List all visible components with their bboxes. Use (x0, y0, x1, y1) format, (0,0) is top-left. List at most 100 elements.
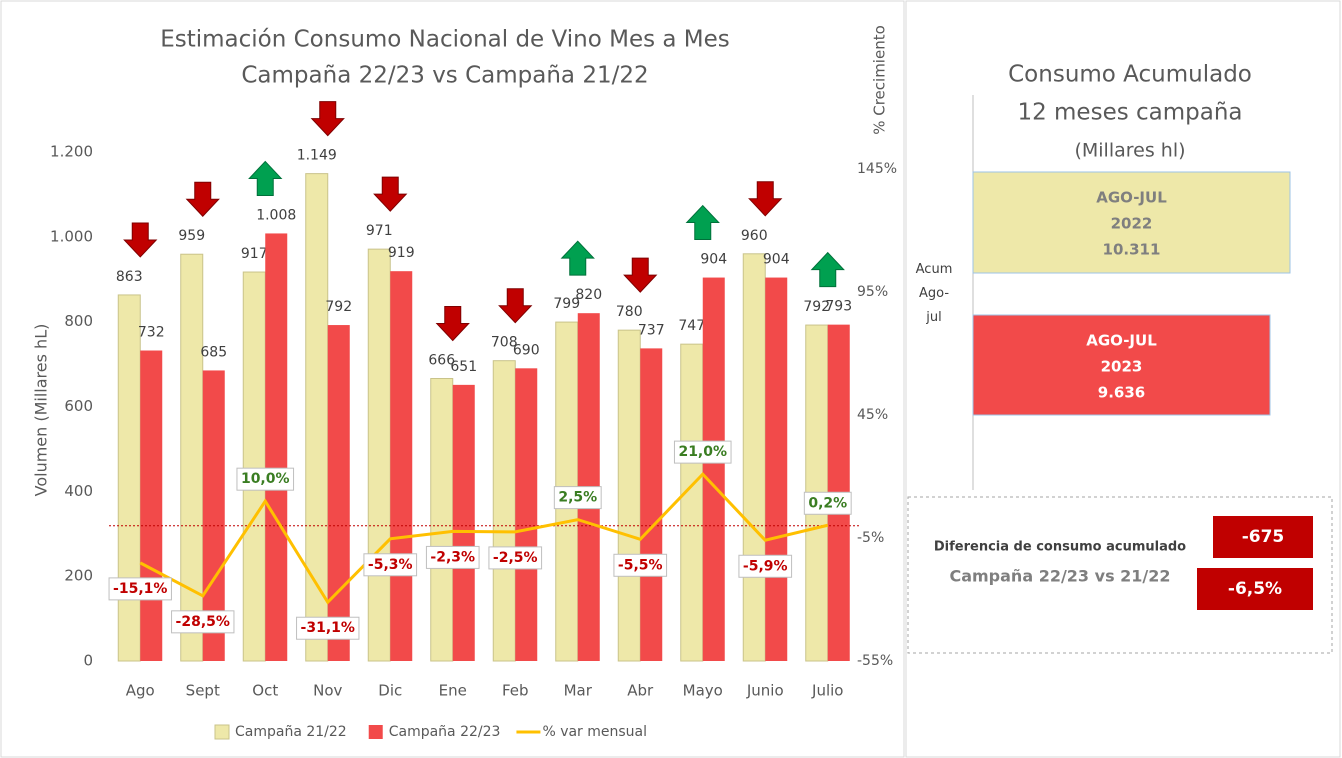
difference-text: Diferencia de consumo acumulado (934, 540, 1186, 555)
y-tick-label: 1.200 (50, 143, 93, 161)
line-value-label-group: -2,5% (488, 546, 543, 570)
label-box (171, 610, 235, 634)
bar-value-label: 793 (825, 299, 852, 315)
line-value-label-group: -15,1% (108, 577, 172, 601)
y-tick-label: 400 (64, 482, 93, 500)
x-tick-label: Mayo (683, 682, 723, 700)
x-tick-label: Ene (439, 682, 467, 700)
bar (117, 294, 141, 662)
bar-value-label: 732 (138, 325, 165, 341)
line-value-label-group: 0,2% (803, 491, 852, 515)
x-tick-label: Sept (186, 682, 220, 700)
line-value-label-group: 21,0% (673, 440, 732, 464)
bar-value-label: 904 (700, 252, 727, 268)
x-tick-label: Nov (313, 682, 342, 700)
bar-value-label: 747 (678, 318, 705, 334)
label-box (363, 553, 418, 577)
x-tick-label: Mar (564, 682, 593, 700)
line-value-label-group: 2,5% (553, 486, 602, 510)
line-value-label-group: -5,5% (613, 553, 668, 577)
line-value-label: 21,0% (678, 444, 727, 460)
legend-label: Campaña 22/23 (389, 724, 501, 740)
bar-value-label: 799 (553, 296, 580, 312)
arrow-down (123, 222, 158, 258)
difference-box (1197, 568, 1313, 610)
line-value-label: -2,3% (430, 549, 475, 565)
x-tick-label: Junio (746, 682, 784, 700)
arrow-up (248, 160, 283, 196)
bar-value-label: 651 (450, 359, 477, 375)
chart-frame (0, 0, 905, 758)
line-value-label: 10,0% (241, 471, 290, 487)
total-box-text: 2022 (1111, 215, 1153, 233)
total-box (972, 171, 1291, 274)
line-value-label: -2,5% (493, 550, 538, 566)
bar-value-label: 919 (388, 245, 415, 261)
line-value-label: -15,1% (113, 581, 167, 597)
arrow-up (685, 204, 720, 241)
difference-value: -6,5% (1228, 579, 1282, 599)
legend-swatch (368, 725, 383, 739)
y-axis-label: Volumen (Millares hL) (32, 324, 51, 497)
bar-value-label: 863 (116, 269, 143, 285)
arrow-down (498, 288, 533, 324)
y-tick-label: 1.000 (50, 227, 93, 245)
x-tick-label: Feb (502, 682, 529, 700)
x-tick-label: Oct (252, 682, 278, 700)
label-box (488, 546, 543, 570)
legend-swatch (214, 724, 230, 740)
total-box-text: 9.636 (1098, 384, 1145, 402)
y2-tick-label: -55% (857, 653, 893, 669)
bar (242, 271, 266, 662)
y2-tick-label: 145% (857, 161, 897, 177)
bar-value-label: 904 (763, 252, 790, 268)
x-tick-label: Ago (126, 682, 155, 700)
y2-tick-label: 45% (857, 407, 888, 423)
bar-value-label: 792 (803, 299, 830, 315)
bar (492, 360, 516, 662)
line-value-label-group: 10,0% (236, 467, 295, 491)
y-tick-label: 200 (64, 567, 93, 585)
bar (390, 271, 413, 661)
y2-axis-label: % Crecimiento (871, 25, 889, 135)
arrow-down (185, 181, 220, 217)
bar-value-label: 780 (616, 304, 643, 320)
chart-subtitle: Campaña 22/23 vs Campaña 21/22 (241, 63, 648, 89)
y-tick-label: 600 (64, 397, 93, 415)
x-tick-label: Dic (378, 682, 402, 700)
bar (742, 253, 766, 662)
line-value-label-group: -28,5% (171, 610, 235, 634)
line-value-label-group: -5,9% (738, 554, 793, 578)
line-value-label: -5,9% (743, 558, 788, 574)
line-value-label-group: -2,3% (425, 545, 480, 569)
bar-value-label: 959 (178, 228, 205, 244)
line (139, 471, 829, 605)
difference-text: Campaña 22/23 vs 21/22 (949, 567, 1170, 586)
y2-tick-label: -5% (857, 530, 884, 546)
bar (305, 173, 329, 662)
bar-value-label: 792 (325, 299, 352, 315)
y2-tick-label: 95% (857, 284, 888, 300)
arrow-down (435, 306, 470, 342)
bar (452, 384, 475, 661)
arrow-down (373, 176, 408, 212)
bar-value-label: 960 (741, 228, 768, 244)
bar (515, 368, 538, 661)
line-value-label: -31,1% (301, 620, 355, 636)
chart-title: Estimación Consumo Nacional de Vino Mes … (160, 27, 730, 53)
arrow-down (748, 181, 783, 217)
line-value-label: -5,3% (368, 557, 413, 573)
bar (640, 348, 663, 661)
side-label: Acum Ago-jul (915, 262, 953, 325)
legend-label: % var mensual (542, 724, 647, 740)
bar (680, 343, 704, 662)
difference-frame (907, 496, 1333, 654)
bar-value-label: 1.149 (297, 148, 337, 164)
bar-value-label: 917 (241, 246, 268, 262)
bar-value-label: 666 (428, 353, 455, 369)
arrow-down (623, 257, 658, 293)
line-value-label: -28,5% (176, 614, 230, 630)
total-box-text: 2023 (1101, 358, 1143, 376)
bar (327, 325, 350, 661)
